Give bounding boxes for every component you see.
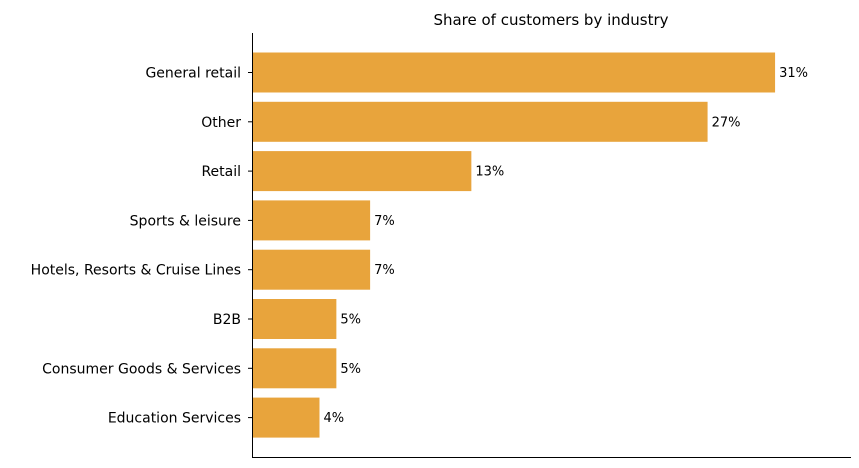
category-label: Other (201, 115, 241, 131)
value-label: 7% (374, 214, 395, 229)
bar (252, 299, 337, 339)
value-label: 7% (374, 263, 395, 278)
value-label: 5% (340, 362, 361, 377)
value-label: 4% (323, 411, 344, 426)
bar (252, 397, 320, 438)
bar (252, 249, 371, 290)
bar (252, 151, 472, 192)
category-label: Sports & leisure (130, 213, 241, 229)
category-label: B2B (213, 312, 241, 328)
bar (252, 348, 337, 389)
value-label: 5% (340, 313, 361, 328)
category-label: Hotels, Resorts & Cruise Lines (31, 263, 241, 279)
bar (252, 52, 776, 93)
bars-group (252, 52, 776, 438)
category-label: Consumer Goods & Services (42, 361, 241, 377)
chart-title: Share of customers by industry (433, 11, 668, 29)
bar (252, 101, 708, 142)
value-label: 13% (475, 165, 504, 180)
category-label: Education Services (108, 411, 241, 427)
value-label: 31% (779, 66, 808, 81)
value-label: 27% (712, 115, 741, 130)
category-label: Retail (201, 164, 241, 180)
category-label: General retail (145, 66, 241, 82)
labels-group: General retail 31% Other 27% Retail 13% Sports… (31, 66, 808, 427)
bar (252, 200, 371, 241)
